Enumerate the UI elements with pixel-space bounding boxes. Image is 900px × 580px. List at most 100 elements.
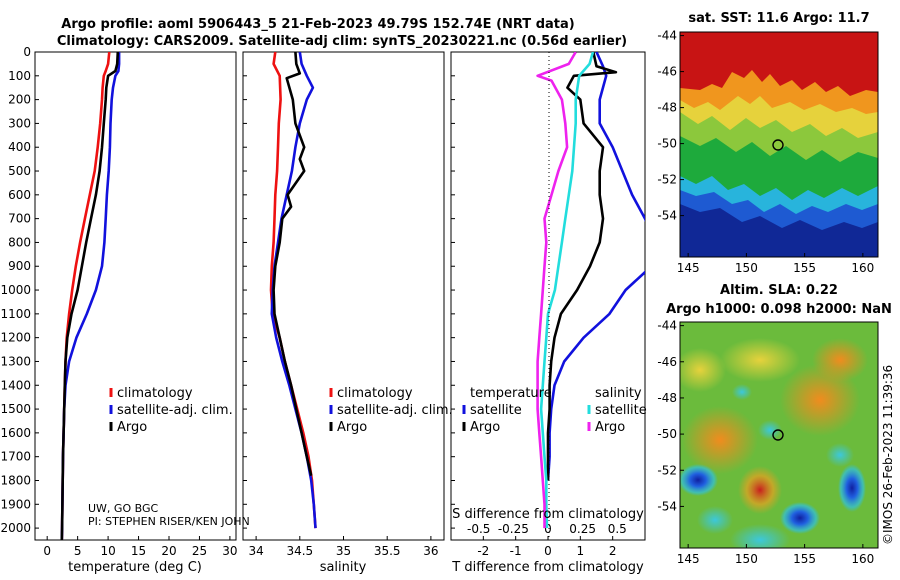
series-line-argo bbox=[60, 52, 120, 540]
map-y-tick-label: -48 bbox=[657, 391, 677, 405]
difference-series bbox=[536, 52, 645, 529]
legend-label-s-argo: Argo bbox=[595, 420, 625, 435]
x-tick-label: 5 bbox=[74, 544, 82, 558]
x-tick-label: 34 bbox=[248, 544, 263, 558]
legend-label-climatology: climatology bbox=[117, 386, 193, 401]
map-x-tick-label: 145 bbox=[677, 552, 700, 566]
difference-legend: temperature satellite Argo salinity sate… bbox=[462, 386, 647, 435]
map-x-tick-label: 155 bbox=[793, 552, 816, 566]
series-line-t-satellite bbox=[546, 52, 645, 481]
map-y-tick-label: -44 bbox=[657, 29, 677, 43]
depth-tick-label: 400 bbox=[8, 140, 31, 154]
map-y-tick-label: -50 bbox=[657, 427, 677, 441]
sst-map-frame bbox=[679, 31, 879, 258]
x-tick-label: 1 bbox=[577, 544, 585, 558]
depth-tick-label: 300 bbox=[8, 116, 31, 130]
depth-tick-label: 1900 bbox=[0, 497, 31, 511]
x-tick-label: 15 bbox=[131, 544, 146, 558]
temperature-x-axis: 0 5 10 15 20 25 30 bbox=[43, 536, 238, 558]
depth-tick-label: 1300 bbox=[0, 354, 31, 368]
temperature-series bbox=[60, 52, 121, 540]
difference-xlabel: T difference from climatology bbox=[451, 560, 644, 575]
legend-label-t-argo: Argo bbox=[470, 420, 500, 435]
depth-tick-label: 1200 bbox=[0, 331, 31, 345]
depth-tick-label: 1500 bbox=[0, 402, 31, 416]
salinity-xlabel: salinity bbox=[320, 560, 367, 575]
sla-profile-marker bbox=[772, 429, 784, 441]
s-diff-tick-label: 0 bbox=[544, 522, 552, 536]
map-y-tick-label: -52 bbox=[657, 463, 677, 477]
map-y-tick-label: -50 bbox=[657, 137, 677, 151]
depth-tick-label: 1400 bbox=[0, 378, 31, 392]
depth-tick-label: 1700 bbox=[0, 450, 31, 464]
x-tick-label: 34.5 bbox=[286, 544, 313, 558]
figure-title-line1: Argo profile: aoml 5906443_5 21-Feb-2023… bbox=[61, 17, 574, 32]
imos-credit: ©IMOS 26-Feb-2023 11:39:36 bbox=[881, 365, 895, 545]
map-x-tick-label: 155 bbox=[793, 261, 816, 275]
series-line-s-argo bbox=[536, 52, 577, 529]
series-line-climatology bbox=[269, 52, 317, 529]
map-y-tick-label: -44 bbox=[657, 319, 677, 333]
map-y-tick-label: -54 bbox=[657, 209, 677, 223]
map-y-tick-label: -46 bbox=[657, 355, 677, 369]
x-tick-label: 0 bbox=[544, 544, 552, 558]
difference-top-label: S difference from climatology bbox=[452, 507, 644, 522]
legend-label-argo: Argo bbox=[337, 420, 367, 435]
sst-map-axes: 145 150 155 160 -44 -46 -48 -50 -52 -54 bbox=[657, 29, 874, 275]
legend-label-argo: Argo bbox=[117, 420, 147, 435]
x-tick-label: -2 bbox=[477, 544, 489, 558]
map-x-tick-label: 150 bbox=[735, 261, 758, 275]
sst-profile-marker bbox=[772, 139, 784, 151]
legend-label-t-satellite: satellite bbox=[470, 403, 522, 418]
map-x-tick-label: 160 bbox=[851, 552, 874, 566]
sst-map-image bbox=[680, 32, 878, 257]
depth-tick-label: 600 bbox=[8, 188, 31, 202]
s-diff-tick-label: -0.5 bbox=[467, 522, 490, 536]
depth-tick-label: 0 bbox=[23, 45, 31, 59]
map-x-tick-label: 145 bbox=[677, 261, 700, 275]
sla-map-frame bbox=[679, 321, 879, 549]
map-y-tick-label: -52 bbox=[657, 173, 677, 187]
salinity-x-axis: 34 34.5 35 35.5 36 bbox=[248, 536, 439, 558]
temperature-xlabel: temperature (deg C) bbox=[68, 560, 202, 575]
sla-map-axes: 145 150 155 160 -44 -46 -48 -50 -52 -54 bbox=[657, 319, 874, 566]
legend-title-salinity: salinity bbox=[595, 386, 642, 401]
x-tick-label: 35.5 bbox=[374, 544, 401, 558]
depth-tick-label: 1800 bbox=[0, 473, 31, 487]
sla-map-title-line2: Argo h1000: 0.098 h2000: NaN bbox=[666, 302, 892, 317]
s-diff-tick-label: 0.5 bbox=[608, 522, 627, 536]
depth-tick-label: 1100 bbox=[0, 307, 31, 321]
depth-tick-label: 500 bbox=[8, 164, 31, 178]
legend-label-s-satellite: satellite bbox=[595, 403, 647, 418]
s-diff-tick-label: -0.25 bbox=[498, 522, 529, 536]
pi-line1: UW, GO BGC bbox=[88, 502, 158, 515]
legend-label-satellite: satellite-adj. clim. bbox=[337, 403, 453, 418]
depth-tick-label: 2000 bbox=[0, 521, 31, 535]
x-tick-label: 36 bbox=[423, 544, 438, 558]
depth-tick-label: 1000 bbox=[0, 283, 31, 297]
series-line-s-satellite bbox=[539, 52, 595, 529]
depth-tick-label: 1600 bbox=[0, 426, 31, 440]
sla-map-image bbox=[680, 322, 878, 548]
depth-tick-label: 800 bbox=[8, 235, 31, 249]
x-tick-label: 20 bbox=[161, 544, 176, 558]
map-y-tick-label: -54 bbox=[657, 499, 677, 513]
legend-label-climatology: climatology bbox=[337, 386, 413, 401]
salinity-legend: climatology satellite-adj. clim. Argo bbox=[329, 386, 453, 435]
x-tick-label: 10 bbox=[100, 544, 115, 558]
depth-tick-label: 900 bbox=[8, 259, 31, 273]
temperature-legend: climatology satellite-adj. clim. Argo bbox=[109, 386, 233, 435]
depth-axis: 0 100 200 300 400 500 600 700 800 900 1000 1100 1200… bbox=[0, 45, 455, 535]
x-tick-label: 35 bbox=[336, 544, 351, 558]
temperature-panel-frame bbox=[34, 51, 237, 541]
pi-line2: PI: STEPHEN RISER/KEN JOHN bbox=[88, 515, 250, 528]
s-diff-tick-label: 0.25 bbox=[569, 522, 596, 536]
salinity-series bbox=[269, 52, 317, 529]
x-tick-label: 2 bbox=[609, 544, 617, 558]
series-line-t-argo bbox=[546, 52, 618, 481]
map-x-tick-label: 150 bbox=[735, 552, 758, 566]
x-tick-label: 0 bbox=[43, 544, 51, 558]
difference-x-axis: -2 -1 0 1 2 -0.5 -0.25 0 0.25 0.5 bbox=[467, 522, 627, 558]
legend-title-temperature: temperature bbox=[470, 386, 552, 401]
figure-title-line2: Climatology: CARS2009. Satellite-adj cli… bbox=[57, 34, 627, 49]
